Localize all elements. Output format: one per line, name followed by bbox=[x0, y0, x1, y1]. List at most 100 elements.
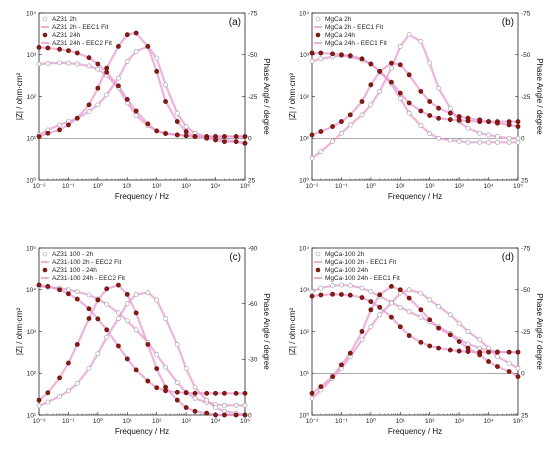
y-left-tick-label: 10⁴ bbox=[26, 287, 36, 294]
x-tick-label: 10⁴ bbox=[211, 183, 221, 190]
data-point bbox=[447, 347, 453, 353]
legend-entry: AZ31-100 24h - EEC2 Fit bbox=[52, 275, 125, 282]
data-point bbox=[368, 102, 374, 108]
data-point bbox=[233, 390, 239, 396]
data-point bbox=[86, 102, 92, 108]
data-point bbox=[368, 307, 374, 313]
data-point bbox=[183, 124, 189, 129]
data-point bbox=[359, 337, 365, 343]
data-point bbox=[406, 32, 412, 38]
y-right-tick-label: -60 bbox=[248, 301, 258, 308]
data-point bbox=[389, 65, 394, 71]
legend-marker bbox=[315, 251, 321, 257]
data-point bbox=[66, 122, 71, 128]
y-left-tick-label: 10³ bbox=[27, 329, 37, 336]
data-point bbox=[104, 286, 110, 292]
legend-marker bbox=[42, 32, 48, 38]
data-point bbox=[347, 292, 353, 298]
data-point bbox=[309, 50, 315, 56]
data-point bbox=[347, 53, 353, 59]
legend-marker bbox=[42, 267, 48, 273]
data-point bbox=[204, 397, 210, 403]
data-point bbox=[222, 134, 227, 139]
data-point bbox=[309, 132, 315, 138]
data-point bbox=[116, 343, 121, 349]
legend-entry: AZ31 2h - EEC1 Fit bbox=[52, 24, 109, 31]
data-point bbox=[74, 381, 80, 386]
y-left-tick-label: 10¹ bbox=[27, 412, 37, 419]
y-left-tick-label: 10⁰ bbox=[26, 176, 36, 184]
data-point bbox=[427, 317, 433, 323]
legend-entry: MgCa 24h - EEC1 Fit bbox=[325, 40, 387, 47]
data-point bbox=[456, 320, 462, 326]
data-point bbox=[506, 122, 512, 128]
x-tick-label: 10² bbox=[152, 418, 162, 425]
data-point bbox=[154, 385, 160, 391]
data-point bbox=[477, 352, 483, 358]
x-tick-label: 10⁴ bbox=[211, 418, 221, 425]
data-point bbox=[163, 131, 168, 136]
data-point bbox=[368, 61, 374, 67]
x-tick-label: 10⁰ bbox=[93, 182, 103, 190]
data-point bbox=[45, 399, 51, 405]
data-point bbox=[74, 61, 80, 67]
data-point bbox=[389, 284, 394, 289]
data-point bbox=[86, 55, 92, 61]
data-point bbox=[145, 121, 151, 127]
data-point bbox=[309, 289, 315, 295]
y-right-tick-label: -75 bbox=[521, 245, 531, 252]
data-point bbox=[154, 297, 160, 303]
data-point bbox=[406, 333, 412, 338]
data-point bbox=[57, 287, 62, 293]
data-point bbox=[124, 32, 130, 38]
y-right-tick-label: 0 bbox=[248, 136, 252, 143]
data-point bbox=[427, 343, 433, 349]
data-point bbox=[104, 334, 110, 340]
y-left-tick-label: 10² bbox=[27, 371, 37, 378]
data-point bbox=[418, 307, 424, 313]
data-point bbox=[359, 295, 365, 300]
data-point bbox=[377, 69, 383, 74]
chart-panel-1: 10⁻² 10⁻¹ 10⁰ 10¹ 10² 10³ 10⁴ 10⁵ 10⁰ 10¹ 10² 10³ 10… bbox=[15, 10, 271, 201]
data-point bbox=[154, 69, 160, 74]
data-point bbox=[447, 105, 453, 111]
data-point bbox=[213, 405, 218, 410]
data-point bbox=[57, 394, 62, 399]
x-tick-label: 10⁻² bbox=[33, 418, 47, 425]
data-point bbox=[222, 390, 227, 396]
data-point bbox=[154, 128, 160, 134]
data-point bbox=[192, 390, 198, 396]
data-point bbox=[418, 89, 424, 94]
data-point bbox=[74, 342, 80, 347]
data-point bbox=[515, 124, 521, 129]
data-point bbox=[74, 296, 80, 302]
y-right-tick-label: -75 bbox=[521, 10, 531, 17]
data-point bbox=[124, 291, 130, 297]
data-point bbox=[465, 115, 471, 121]
data-point bbox=[486, 119, 491, 124]
y-right-tick-label: -90 bbox=[248, 245, 258, 252]
x-tick-label: 10⁵ bbox=[240, 183, 250, 190]
data-point bbox=[515, 119, 521, 125]
data-point bbox=[465, 139, 471, 145]
data-point bbox=[456, 114, 462, 119]
data-point bbox=[506, 135, 512, 141]
data-point bbox=[57, 122, 62, 128]
data-point bbox=[74, 289, 80, 295]
data-point bbox=[104, 65, 110, 71]
chart-panel-2: 10⁻² 10⁻¹ 10⁰ 10¹ 10² 10³ 10⁴ 10⁵ 10⁰ 10¹ 10² 10³ 10… bbox=[288, 10, 544, 201]
legend-entry: AZ31 2h bbox=[52, 16, 77, 23]
data-point bbox=[406, 100, 412, 106]
data-point bbox=[213, 412, 218, 418]
data-point bbox=[213, 390, 218, 396]
legend-entry: MgCa 2h - EEC1 Fit bbox=[325, 24, 383, 31]
data-point bbox=[427, 60, 433, 66]
data-point bbox=[233, 402, 239, 408]
data-point bbox=[506, 360, 512, 366]
data-point bbox=[36, 397, 42, 403]
data-point bbox=[418, 123, 424, 129]
x-tick-label: 10³ bbox=[454, 183, 464, 190]
data-point bbox=[133, 30, 139, 36]
y-right-tick-label: -25 bbox=[248, 94, 258, 101]
